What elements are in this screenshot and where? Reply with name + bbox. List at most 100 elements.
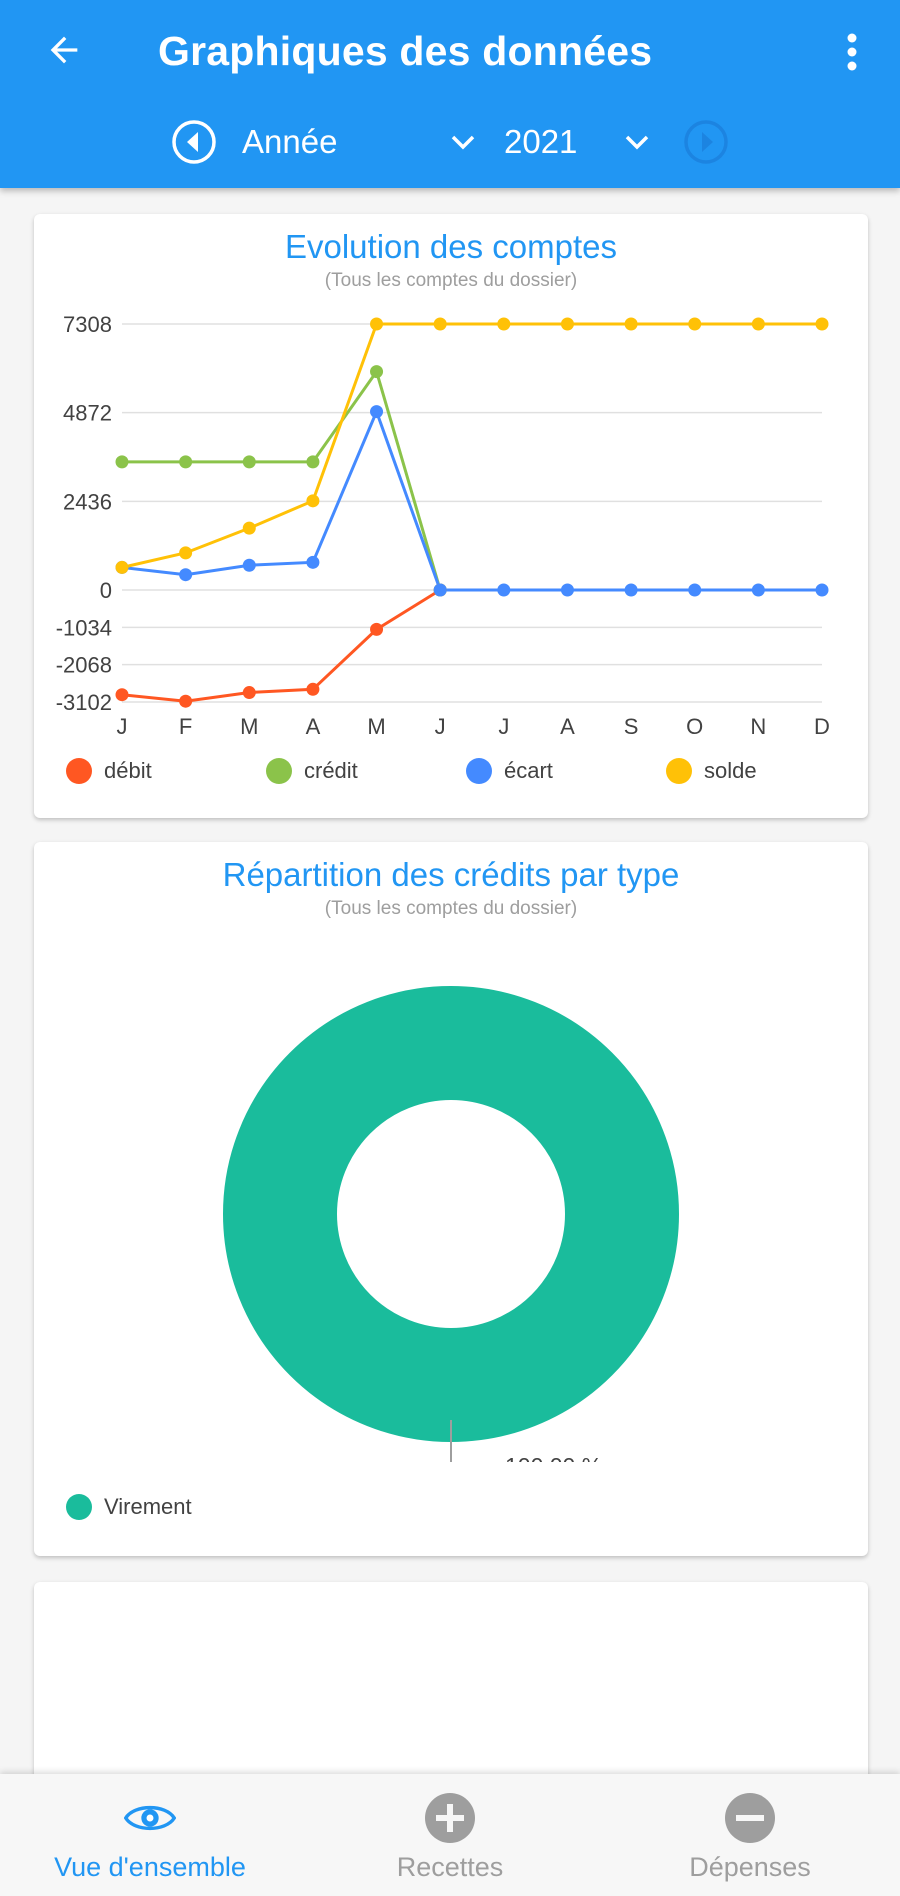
- data-point-solde[interactable]: [497, 317, 511, 331]
- overflow-menu-button[interactable]: [830, 24, 874, 80]
- y-tick-label: -2068: [56, 653, 112, 678]
- data-point-crédit[interactable]: [179, 455, 193, 469]
- line-chart-title: Evolution des comptes: [284, 228, 617, 265]
- legend-label: débit: [104, 758, 152, 783]
- line-chart-subtitle: (Tous les comptes du dossier): [324, 270, 578, 291]
- data-point-écart[interactable]: [370, 405, 384, 419]
- legend-item-virement[interactable]: Virement: [66, 1494, 192, 1520]
- data-point-écart[interactable]: [179, 568, 193, 582]
- legend-label: solde: [704, 758, 757, 783]
- x-tick-label: A: [560, 714, 575, 734]
- series-line-écart: [121, 407, 822, 592]
- data-point-débit[interactable]: [242, 686, 256, 700]
- page-title: Graphiques des données: [158, 28, 653, 74]
- y-tick-label: -3102: [56, 690, 112, 715]
- pie-slice-virement[interactable]: [223, 986, 679, 1442]
- series-line-débit: [121, 588, 441, 703]
- data-point-écart[interactable]: [433, 583, 447, 597]
- data-point-écart[interactable]: [497, 583, 511, 597]
- chevron-right-circle-icon: [684, 120, 728, 164]
- data-point-solde[interactable]: [751, 317, 765, 331]
- data-point-solde[interactable]: [560, 317, 574, 331]
- x-tick-label: J: [117, 714, 128, 734]
- arrow-back-icon: [50, 36, 78, 64]
- data-point-solde[interactable]: [815, 317, 829, 331]
- data-point-solde[interactable]: [433, 317, 447, 331]
- nav-income-label: Recettes: [396, 1852, 504, 1882]
- data-point-écart[interactable]: [751, 583, 765, 597]
- data-point-écart[interactable]: [306, 555, 320, 569]
- x-tick-label: M: [367, 714, 385, 734]
- period-selector-row: Année 2021: [0, 112, 900, 172]
- x-tick-label: J: [435, 714, 446, 734]
- legend-swatch: [66, 758, 92, 784]
- pie-chart-title: Répartition des crédits par type: [222, 856, 680, 893]
- data-point-solde[interactable]: [688, 317, 702, 331]
- data-point-crédit[interactable]: [306, 455, 320, 469]
- y-tick-label: -1034: [56, 615, 112, 640]
- data-point-solde[interactable]: [624, 317, 638, 331]
- data-point-crédit[interactable]: [115, 455, 129, 469]
- back-button[interactable]: [36, 22, 92, 78]
- slice-label-leader: [450, 1420, 452, 1462]
- line-chart-legend: débit crédit écart solde: [34, 758, 868, 798]
- chevron-down-icon: [451, 135, 475, 150]
- pie-chart-subtitle: (Tous les comptes du dossier): [324, 898, 578, 919]
- nav-income[interactable]: Recettes: [300, 1774, 600, 1896]
- y-tick-label: 4872: [63, 401, 112, 426]
- year-dropdown[interactable]: 2021: [504, 116, 652, 168]
- x-tick-label: A: [306, 714, 321, 734]
- y-tick-label: 7308: [63, 312, 112, 337]
- donut-chart: 100.00 %: [223, 986, 679, 1462]
- legend-label: Virement: [104, 1494, 192, 1519]
- nav-expenses-label: Dépenses: [689, 1852, 811, 1882]
- more-vert-icon: [847, 33, 857, 71]
- pie-chart-legend: Virement: [34, 1494, 868, 1534]
- x-tick-label: D: [814, 714, 830, 734]
- legend-label: crédit: [304, 758, 358, 783]
- nav-overview[interactable]: Vue d'ensemble: [0, 1774, 300, 1896]
- slice-percentage-label: 100.00 %: [505, 1453, 602, 1462]
- x-tick-label: M: [240, 714, 258, 734]
- data-point-solde[interactable]: [306, 494, 320, 508]
- period-type-dropdown[interactable]: Année: [242, 116, 478, 168]
- app-bar: Graphiques des données Année 2021: [0, 0, 900, 188]
- data-point-écart[interactable]: [688, 583, 702, 597]
- y-tick-label: 2436: [63, 489, 112, 514]
- legend-item-ecart[interactable]: écart: [466, 758, 553, 784]
- legend-swatch: [66, 1494, 92, 1520]
- legend-item-debit[interactable]: débit: [66, 758, 152, 784]
- legend-swatch: [666, 758, 692, 784]
- legend-swatch: [266, 758, 292, 784]
- remove-circle-icon: [724, 1792, 776, 1844]
- data-point-crédit[interactable]: [242, 455, 256, 469]
- data-point-débit[interactable]: [179, 694, 193, 708]
- previous-period-button[interactable]: [170, 118, 218, 166]
- bottom-navigation: Vue d'ensemble Recettes Dépenses: [0, 1774, 900, 1896]
- data-point-écart[interactable]: [560, 583, 574, 597]
- y-tick-label: 0: [100, 578, 112, 603]
- data-point-écart[interactable]: [624, 583, 638, 597]
- legend-item-solde[interactable]: solde: [666, 758, 757, 784]
- x-tick-label: S: [624, 714, 639, 734]
- add-circle-icon: [424, 1792, 476, 1844]
- data-point-écart[interactable]: [815, 583, 829, 597]
- year-value: 2021: [504, 123, 578, 160]
- data-point-solde[interactable]: [115, 560, 129, 574]
- data-point-débit[interactable]: [115, 688, 129, 702]
- legend-label: écart: [504, 758, 553, 783]
- data-point-solde[interactable]: [242, 521, 256, 535]
- data-point-débit[interactable]: [306, 682, 320, 696]
- x-tick-label: J: [498, 714, 509, 734]
- next-period-button[interactable]: [682, 118, 730, 166]
- data-point-débit[interactable]: [370, 622, 384, 636]
- data-point-écart[interactable]: [242, 558, 256, 572]
- data-point-crédit[interactable]: [370, 365, 384, 379]
- data-point-solde[interactable]: [179, 546, 193, 560]
- nav-overview-label: Vue d'ensemble: [54, 1852, 246, 1882]
- data-point-solde[interactable]: [370, 317, 384, 331]
- nav-expenses[interactable]: Dépenses: [600, 1774, 900, 1896]
- series-line-crédit: [122, 368, 442, 591]
- legend-item-credit[interactable]: crédit: [266, 758, 358, 784]
